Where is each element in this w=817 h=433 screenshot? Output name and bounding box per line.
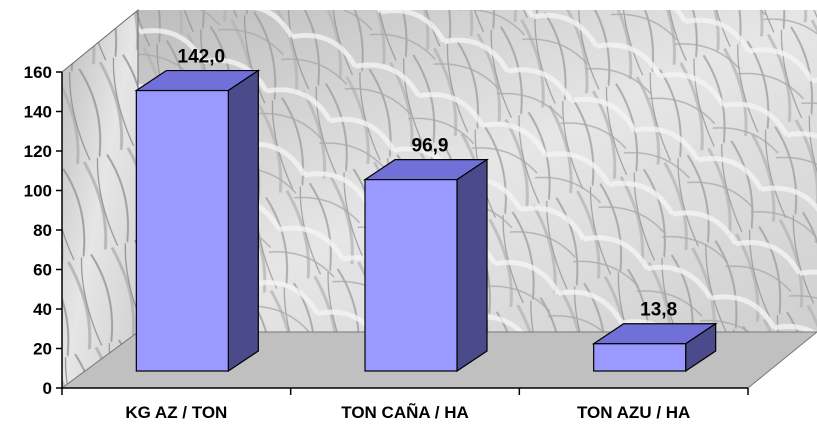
y-tick-label: 40: [33, 300, 52, 319]
y-tick-label: 80: [33, 221, 52, 240]
x-category-label: TON CAÑA / HA: [341, 402, 469, 422]
bars-group: [134, 69, 718, 373]
bar-front-face: [135, 89, 229, 372]
data-label-group: 142,0 96,9 13,8: [178, 47, 678, 321]
bar: [363, 158, 489, 373]
y-tick-label: 60: [33, 261, 52, 280]
bar-front-face: [364, 179, 458, 372]
y-tick-label: 0: [43, 379, 52, 398]
side-wall: [61, 8, 139, 388]
y-tick-label: 100: [24, 182, 52, 201]
bar-front-face: [593, 343, 687, 372]
y-tick-label: 140: [24, 103, 52, 122]
y-tick-label: 160: [24, 63, 52, 82]
bar-side-face: [456, 158, 488, 373]
data-label: 142,0: [178, 47, 226, 68]
x-category-label: TON AZU / HA: [577, 403, 690, 422]
bar-side-face: [227, 69, 259, 373]
bar: [591, 322, 718, 373]
y-tick-group: 0 20 40 60 80 100 120 140 160: [24, 63, 62, 398]
bar: [134, 69, 261, 373]
y-tick-label: 120: [24, 142, 52, 161]
x-tick-group: [61, 388, 749, 395]
data-label: 96,9: [412, 136, 449, 157]
x-label-group: KG AZ / TON TON CAÑA / HA TON AZU / HA: [125, 402, 690, 422]
data-label: 13,8: [640, 300, 677, 321]
y-tick-label: 20: [33, 340, 52, 359]
x-category-label: KG AZ / TON: [125, 403, 227, 422]
